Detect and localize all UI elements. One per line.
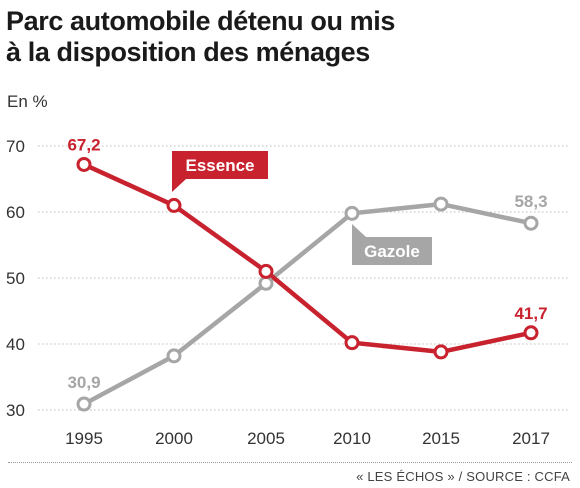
value-labels: 67,2 41,7 30,9 58,3 xyxy=(67,135,547,392)
gridlines xyxy=(38,145,568,411)
series-point-gazole-2005 xyxy=(258,275,274,291)
series-point-gazole-2015 xyxy=(433,196,449,212)
x-tick-label-2017: 2017 xyxy=(512,429,550,448)
series-point-essence-2015 xyxy=(433,344,449,360)
series-point-gazole-1995 xyxy=(76,396,92,412)
series-line-essence xyxy=(83,162,532,355)
series-lines xyxy=(82,162,532,407)
y-axis-ticks: 30 40 50 60 70 xyxy=(6,137,25,420)
value-label-essence-first: 67,2 xyxy=(67,135,100,154)
series-point-essence-2005 xyxy=(258,263,274,279)
series-tag-essence-box xyxy=(172,151,268,179)
series-points xyxy=(76,156,539,412)
y-tick-label-40: 40 xyxy=(6,335,25,354)
series-tag-gazole: Gazole xyxy=(352,224,432,265)
x-axis-ticks: 1995 2000 2005 2010 2015 2017 xyxy=(65,429,550,448)
value-label-gazole-first: 30,9 xyxy=(67,373,100,392)
x-tick-label-2005: 2005 xyxy=(247,429,285,448)
series-point-gazole-2000 xyxy=(166,348,182,364)
series-tag-essence: Essence xyxy=(172,151,268,192)
series-point-essence-2000 xyxy=(166,197,182,213)
series-tag-essence-label: Essence xyxy=(186,156,255,175)
x-tick-label-2010: 2010 xyxy=(333,429,371,448)
y-tick-label-50: 50 xyxy=(6,269,25,288)
series-line-gazole xyxy=(82,201,532,407)
series-tags: Essence Gazole xyxy=(172,151,432,265)
y-tick-label-60: 60 xyxy=(6,203,25,222)
source-credit: « LES ÉCHOS » / SOURCE : CCFA xyxy=(356,469,570,484)
series-tag-gazole-label: Gazole xyxy=(364,242,420,261)
series-tag-gazole-box xyxy=(352,237,432,265)
series-tag-essence-pointer xyxy=(172,179,186,192)
y-tick-label-30: 30 xyxy=(6,401,25,420)
series-point-essence-2010 xyxy=(344,335,360,351)
y-tick-label-70: 70 xyxy=(6,137,25,156)
unit-label: En % xyxy=(7,92,48,111)
value-label-essence-last: 41,7 xyxy=(514,304,547,323)
series-tag-gazole-pointer xyxy=(352,224,366,237)
series-point-gazole-2010 xyxy=(344,205,360,221)
footer-divider xyxy=(8,462,572,463)
x-tick-label-1995: 1995 xyxy=(65,429,103,448)
x-tick-label-2015: 2015 xyxy=(422,429,460,448)
x-tick-label-2000: 2000 xyxy=(155,429,193,448)
series-point-essence-1995 xyxy=(76,156,92,172)
series-point-essence-2017 xyxy=(523,325,539,341)
series-point-gazole-2017 xyxy=(523,215,539,231)
chart-title: Parc automobile détenu ou mis à la dispo… xyxy=(6,6,395,68)
value-label-gazole-last: 58,3 xyxy=(514,192,547,211)
chart-title-line1: Parc automobile détenu ou mis xyxy=(6,6,395,36)
chart-title-line2: à la disposition des ménages xyxy=(6,37,370,67)
